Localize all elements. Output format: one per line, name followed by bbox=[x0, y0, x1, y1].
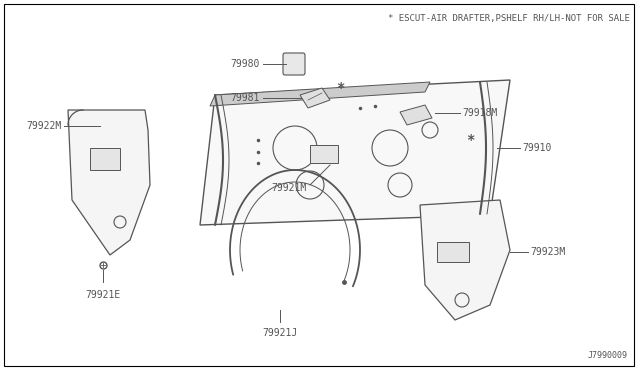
Text: 79981: 79981 bbox=[230, 93, 260, 103]
Bar bbox=[437, 242, 469, 262]
Bar bbox=[90, 148, 120, 170]
Text: 79980: 79980 bbox=[230, 59, 260, 69]
Text: * ESCUT-AIR DRAFTER,PSHELF RH/LH-NOT FOR SALE: * ESCUT-AIR DRAFTER,PSHELF RH/LH-NOT FOR… bbox=[388, 14, 630, 23]
Text: 79910: 79910 bbox=[522, 143, 552, 153]
FancyBboxPatch shape bbox=[283, 53, 305, 75]
Text: J7990009: J7990009 bbox=[588, 351, 628, 360]
Polygon shape bbox=[68, 110, 150, 255]
Polygon shape bbox=[400, 105, 432, 125]
Bar bbox=[310, 145, 338, 163]
Text: 79921J: 79921J bbox=[262, 328, 298, 338]
Text: 79923M: 79923M bbox=[530, 247, 565, 257]
Polygon shape bbox=[200, 80, 510, 225]
Polygon shape bbox=[420, 200, 510, 320]
Text: *: * bbox=[336, 81, 344, 95]
Text: 79921E: 79921E bbox=[85, 290, 120, 300]
Polygon shape bbox=[300, 88, 330, 108]
Polygon shape bbox=[210, 82, 430, 106]
Text: 79918M: 79918M bbox=[462, 108, 497, 118]
Text: 79922M: 79922M bbox=[27, 121, 62, 131]
Text: 79921M: 79921M bbox=[272, 183, 307, 193]
Text: *: * bbox=[466, 133, 474, 147]
